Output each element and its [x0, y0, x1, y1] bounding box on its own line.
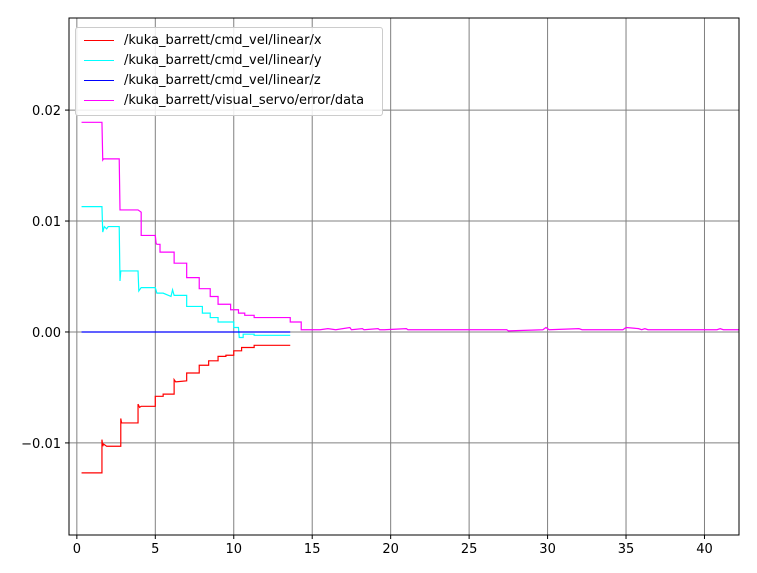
- legend-label: /kuka_barrett/cmd_vel/linear/z: [124, 73, 321, 88]
- legend-label: /kuka_barrett/visual_servo/error/data: [124, 93, 365, 108]
- plot-frame: [68, 17, 740, 536]
- series-line-1: [81, 344, 291, 474]
- y-tick-label: 0.02: [32, 104, 61, 119]
- legend-entry: /kuka_barrett/cmd_vel/linear/z: [82, 71, 376, 91]
- x-tick-label: 25: [461, 542, 478, 557]
- y-tick-label: 0.01: [32, 215, 61, 230]
- legend-entry: /kuka_barrett/cmd_vel/linear/x: [82, 31, 376, 51]
- series-lines: [81, 121, 739, 474]
- y-tick-label: −0.01: [21, 437, 61, 452]
- x-tick-label: 30: [539, 542, 556, 557]
- x-tick-label: 10: [225, 542, 242, 557]
- x-tick-label: 40: [696, 542, 713, 557]
- x-tick-label: 5: [151, 542, 159, 557]
- legend-swatch: [84, 100, 114, 101]
- legend-entry: /kuka_barrett/visual_servo/error/data: [82, 91, 376, 111]
- x-tick-label: 15: [304, 542, 321, 557]
- legend-label: /kuka_barrett/cmd_vel/linear/x: [124, 33, 322, 48]
- legend: /kuka_barrett/cmd_vel/linear/x/kuka_barr…: [75, 27, 383, 116]
- y-tick-label: 0.00: [32, 326, 61, 341]
- legend-swatch: [84, 40, 114, 41]
- series-line-4: [81, 121, 739, 332]
- legend-swatch: [84, 60, 114, 61]
- axis-ticks: 0 5 10 15 20 25 30 35 40 −0.01 0.00 0.01 0.02: [21, 104, 713, 557]
- legend-swatch: [84, 80, 114, 81]
- x-tick-label: 35: [618, 542, 635, 557]
- legend-entry: /kuka_barrett/cmd_vel/linear/y: [82, 51, 376, 71]
- legend-label: /kuka_barrett/cmd_vel/linear/y: [124, 53, 322, 68]
- x-tick-label: 20: [382, 542, 399, 557]
- series-line-2: [81, 206, 291, 339]
- x-tick-label: 0: [73, 542, 81, 557]
